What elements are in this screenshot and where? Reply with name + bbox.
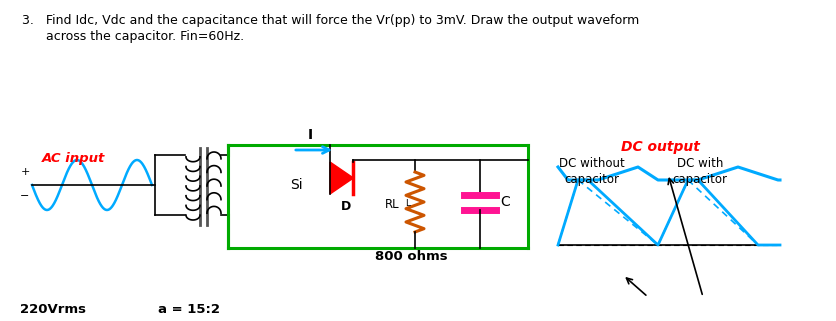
Text: DC without
capacitor: DC without capacitor	[559, 157, 624, 186]
Text: D: D	[341, 200, 351, 213]
Text: across the capacitor. Fin=60Hz.: across the capacitor. Fin=60Hz.	[22, 30, 244, 43]
Text: 220Vrms: 220Vrms	[20, 303, 86, 316]
Polygon shape	[330, 162, 354, 194]
Text: +: +	[20, 167, 30, 177]
Text: 800 ohms: 800 ohms	[375, 250, 447, 263]
Text: AC input: AC input	[42, 152, 105, 165]
Text: RL: RL	[385, 198, 399, 212]
Text: C: C	[500, 195, 510, 209]
Text: Si: Si	[290, 178, 303, 192]
Text: DC output: DC output	[620, 140, 700, 154]
Text: I: I	[308, 128, 313, 142]
Text: a = 15:2: a = 15:2	[158, 303, 220, 316]
Text: L: L	[405, 199, 410, 208]
Text: −: −	[20, 191, 30, 201]
Text: DC with
capacitor: DC with capacitor	[672, 157, 727, 186]
Text: 3.   Find Idc, Vdc and the capacitance that will force the Vr(pp) to 3mV. Draw t: 3. Find Idc, Vdc and the capacitance tha…	[22, 14, 640, 27]
